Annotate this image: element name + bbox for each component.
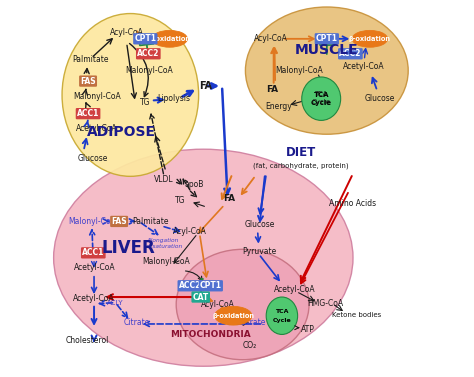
Text: HMG-CoA: HMG-CoA xyxy=(307,299,343,308)
Ellipse shape xyxy=(62,14,199,176)
Text: CAT: CAT xyxy=(192,293,209,302)
Text: Palmitate: Palmitate xyxy=(133,217,169,226)
Text: Amino Acids: Amino Acids xyxy=(329,199,376,208)
Text: TCA: TCA xyxy=(275,310,289,314)
Text: Acetyl-CoA: Acetyl-CoA xyxy=(73,294,114,303)
Ellipse shape xyxy=(352,31,388,47)
Text: β-oxidation: β-oxidation xyxy=(349,36,391,42)
Text: TG: TG xyxy=(175,196,185,205)
Text: Acetyl-CoA: Acetyl-CoA xyxy=(74,263,116,271)
Text: Glucose: Glucose xyxy=(365,94,395,103)
Text: Acyl-CoA: Acyl-CoA xyxy=(201,300,235,309)
Text: Elongation
desaturation: Elongation desaturation xyxy=(146,239,182,249)
Text: Palmitate: Palmitate xyxy=(73,55,109,64)
Text: ATP: ATP xyxy=(301,325,314,334)
Text: β-oxidation: β-oxidation xyxy=(212,313,254,319)
Text: Ketone bodies: Ketone bodies xyxy=(332,312,382,318)
Text: Cycle: Cycle xyxy=(312,100,331,106)
Text: TCA: TCA xyxy=(315,91,328,97)
Text: CPT1: CPT1 xyxy=(134,34,156,43)
Text: Acyl-CoA: Acyl-CoA xyxy=(109,28,144,37)
Text: apoB: apoB xyxy=(184,180,204,189)
Text: Cycle: Cycle xyxy=(310,100,332,106)
Text: DIET: DIET xyxy=(285,146,316,159)
Text: (fat, carbohydrate, protein): (fat, carbohydrate, protein) xyxy=(253,163,348,169)
Text: FA: FA xyxy=(199,81,212,90)
Text: ADIPOSE: ADIPOSE xyxy=(86,126,155,139)
Ellipse shape xyxy=(246,7,408,134)
Ellipse shape xyxy=(176,249,309,360)
Text: Acetyl-CoA: Acetyl-CoA xyxy=(344,62,385,71)
Text: Energy: Energy xyxy=(265,102,292,111)
Text: Acetyl-CoA: Acetyl-CoA xyxy=(76,124,118,133)
Text: CO₂: CO₂ xyxy=(243,341,257,350)
Text: Acyl-CoA: Acyl-CoA xyxy=(254,34,288,43)
Text: Cycle: Cycle xyxy=(273,318,292,323)
Text: FAS: FAS xyxy=(80,77,96,86)
Text: Malonyl-CoA: Malonyl-CoA xyxy=(142,257,190,266)
Text: MUSCLE: MUSCLE xyxy=(294,43,358,57)
Text: Citrate: Citrate xyxy=(124,318,150,327)
Text: LIVER: LIVER xyxy=(101,239,155,257)
Text: CPT1: CPT1 xyxy=(316,34,338,43)
Ellipse shape xyxy=(266,297,298,334)
Text: ACC2: ACC2 xyxy=(179,281,201,290)
Text: Malonyl-CoA: Malonyl-CoA xyxy=(68,217,116,226)
Text: TG: TG xyxy=(140,98,151,107)
Ellipse shape xyxy=(54,149,353,366)
Text: ACC2: ACC2 xyxy=(339,49,362,58)
Text: FAS: FAS xyxy=(111,217,127,226)
Text: Acetyl-CoA: Acetyl-CoA xyxy=(274,285,316,294)
Text: β-oxidation: β-oxidation xyxy=(149,36,191,42)
Text: ACC1: ACC1 xyxy=(77,109,99,118)
Text: Glucose: Glucose xyxy=(244,219,274,228)
Text: FA: FA xyxy=(266,85,279,94)
Text: Malonyl-CoA: Malonyl-CoA xyxy=(275,66,323,75)
Text: Citrate: Citrate xyxy=(240,318,266,327)
Text: Malonyl-CoA: Malonyl-CoA xyxy=(125,66,173,75)
Text: TCA: TCA xyxy=(313,92,329,98)
Ellipse shape xyxy=(215,307,252,325)
Text: CPT1: CPT1 xyxy=(200,281,222,290)
Text: Acyl-CoA: Acyl-CoA xyxy=(173,227,207,236)
Text: ACLY: ACLY xyxy=(107,300,124,306)
Text: Cholesterol: Cholesterol xyxy=(65,336,109,345)
Text: FA: FA xyxy=(223,194,236,203)
Ellipse shape xyxy=(152,31,187,47)
Text: Glucose: Glucose xyxy=(77,154,108,163)
Text: VLDL: VLDL xyxy=(154,175,174,184)
Text: Pyruvate: Pyruvate xyxy=(242,247,276,256)
Text: Lipolysis: Lipolysis xyxy=(157,94,190,103)
Text: MITOCHONDRIA: MITOCHONDRIA xyxy=(171,330,251,339)
Text: ACC2: ACC2 xyxy=(137,49,159,58)
Text: ACC1: ACC1 xyxy=(82,248,104,257)
Text: Malonyl-CoA: Malonyl-CoA xyxy=(73,92,121,101)
Ellipse shape xyxy=(302,77,341,120)
